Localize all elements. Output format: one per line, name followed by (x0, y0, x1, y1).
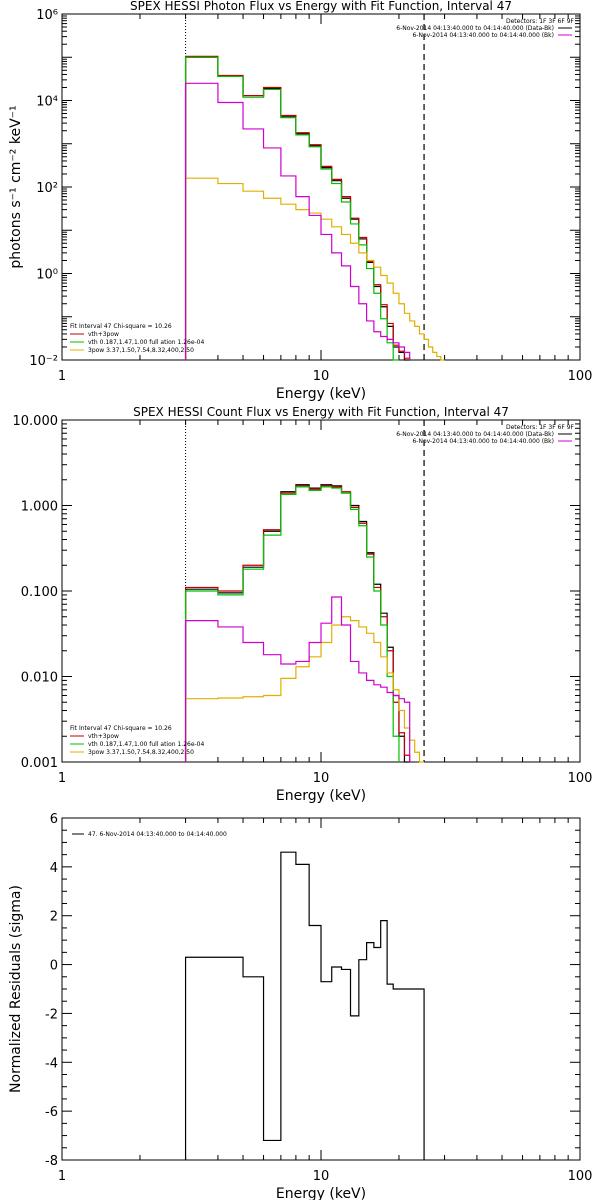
x-tick-label: 1 (58, 771, 66, 786)
x-tick-label: 100 (568, 369, 593, 384)
x-axis-label: Energy (keV) (276, 1186, 366, 1200)
fit-legend-entry: vth+3pow (88, 733, 119, 740)
x-tick-label: 10 (313, 369, 330, 384)
legend-entry: 6-Nov-2014 04:13:40.000 to 04:14:40.000 … (396, 25, 554, 32)
y-tick-label: 10² (36, 181, 58, 196)
chart-title: SPEX HESSI Count Flux vs Energy with Fit… (133, 405, 509, 419)
series-thermal (184, 56, 399, 361)
y-tick-label: 0.100 (21, 585, 58, 600)
y-tick-label: 4 (50, 861, 58, 876)
x-tick-label: 100 (568, 1169, 593, 1184)
chart-title: SPEX HESSI Photon Flux vs Energy with Fi… (130, 0, 512, 13)
fit-legend-entry: vth+3pow (88, 331, 119, 338)
y-tick-label: 0.010 (21, 671, 58, 686)
y-axis-label: Normalized Residuals (sigma) (8, 885, 24, 1093)
fit-legend-title: Fit Interval 47 Chi-square = 10.26 (70, 323, 172, 330)
series-background (184, 596, 411, 762)
detectors-label: Detectors: 1F 3F 6F 9F (506, 18, 575, 25)
y-tick-label: -4 (45, 1056, 58, 1071)
y-tick-label: 10⁶ (36, 8, 58, 23)
x-tick-label: 1 (58, 1169, 66, 1184)
x-tick-label: 10 (313, 1169, 330, 1184)
y-tick-label: -6 (45, 1105, 58, 1120)
series-nonthermal (184, 616, 425, 763)
y-axis-label: photons s⁻¹ cm⁻² keV⁻¹ (8, 105, 24, 268)
fit-legend-entry: 3pow 3.37,1.50,7.54,8.32,400,2.50 (88, 347, 194, 354)
x-tick-label: 10 (313, 771, 330, 786)
y-tick-label: 10⁻² (29, 354, 58, 369)
x-axis-label: Energy (keV) (276, 386, 366, 402)
y-tick-label: 10⁰ (36, 268, 58, 283)
y-tick-label: 0.001 (21, 756, 58, 771)
fit-legend-entry: 3pow 3.37,1.50,7.54,8.32,400,2.50 (88, 749, 194, 756)
x-tick-label: 1 (58, 369, 66, 384)
series-residual (184, 851, 425, 1160)
y-tick-label: -2 (45, 1007, 58, 1022)
x-axis-label: Energy (keV) (276, 788, 366, 804)
fit-legend-title: Fit Interval 47 Chi-square = 10.26 (70, 725, 172, 732)
legend-entry: 6-Nov-2014 04:13:40.000 to 04:14:40.000 … (396, 431, 554, 438)
detectors-label: Detectors: 1F 3F 6F 9F (506, 424, 575, 431)
y-tick-label: -8 (45, 1154, 58, 1169)
fit-legend-entry: vth 0.187,1.47,1.00 full ation 1.26e-04 (88, 339, 204, 346)
residual-legend-entry: 47. 6-Nov-2014 04:13:40.000 to 04:14:40.… (88, 831, 227, 838)
y-tick-label: 10⁴ (36, 95, 58, 110)
y-tick-label: 1.000 (21, 500, 58, 515)
y-tick-label: 6 (50, 812, 58, 827)
series-thermal (184, 486, 400, 762)
legend-entry: 6-Nov-2014 04:13:40.000 to 04:14:40.000 … (412, 438, 554, 445)
y-tick-label: 0 (50, 959, 58, 974)
y-tick-label: 2 (50, 910, 58, 925)
series-background (184, 82, 411, 360)
fit-legend-entry: vth 0.187,1.47,1.00 full ation 1.26e-04 (88, 741, 204, 748)
series-nonthermal (184, 177, 445, 361)
x-tick-label: 100 (568, 771, 593, 786)
legend-entry: 6-Nov-2014 04:13:40.000 to 04:14:40.000 … (412, 32, 554, 39)
y-tick-label: 10.000 (13, 414, 59, 429)
